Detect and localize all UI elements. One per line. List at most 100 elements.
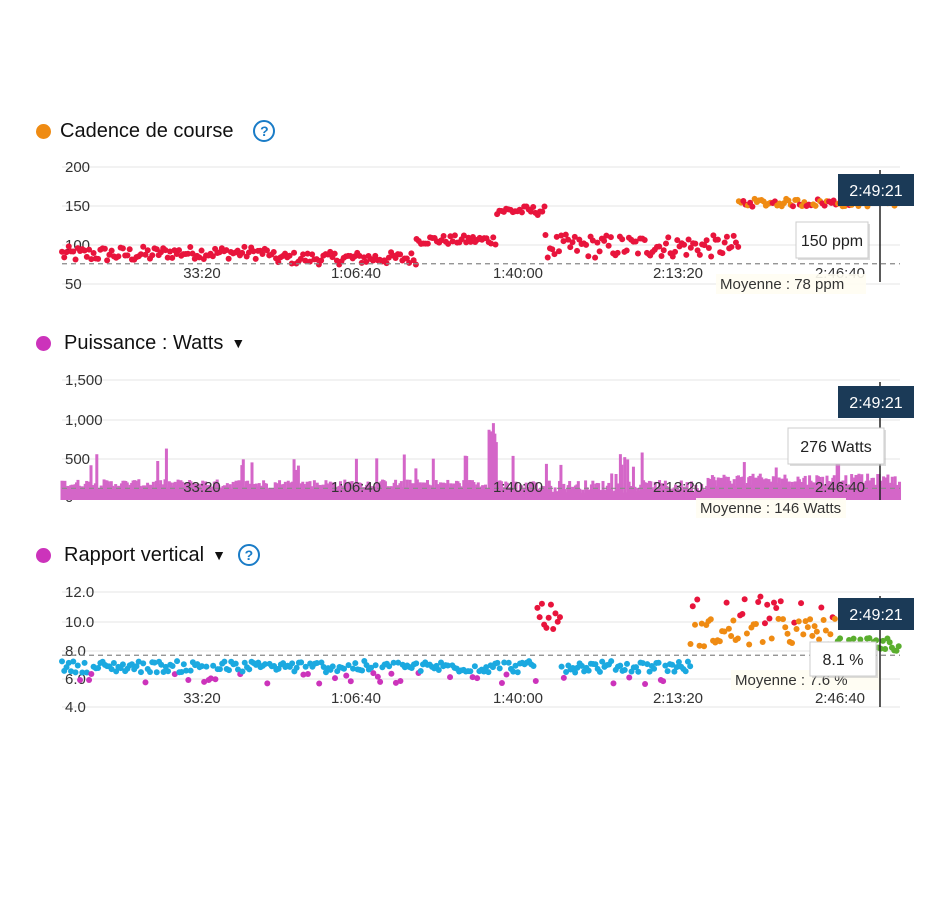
data-point: [558, 663, 565, 670]
data-point: [562, 231, 569, 238]
cursor-value-box: [787, 427, 885, 465]
data-point: [665, 234, 672, 241]
data-point: [780, 616, 787, 623]
data-point: [663, 240, 670, 247]
data-point: [802, 618, 809, 625]
data-point: [250, 248, 257, 255]
data-point: [687, 244, 694, 251]
vertical-ratio-legend-dot: [36, 547, 51, 563]
data-point: [74, 662, 81, 669]
data-point: [694, 247, 701, 254]
data-point: [201, 678, 208, 685]
data-point: [412, 261, 419, 268]
data-point: [698, 620, 705, 627]
data-point: [119, 661, 126, 668]
data-point: [196, 254, 203, 261]
data-point: [302, 257, 309, 264]
data-point: [730, 232, 737, 239]
data-point: [553, 233, 560, 240]
data-point: [372, 662, 379, 669]
vertical-ratio-title: Rapport vertical: [64, 543, 205, 566]
question-circle-icon[interactable]: ?: [237, 544, 260, 566]
data-point: [115, 253, 122, 260]
data-point: [512, 662, 519, 669]
data-point: [178, 669, 185, 676]
data-point: [137, 251, 144, 258]
data-point: [160, 669, 167, 676]
data-point: [140, 243, 147, 250]
data-point: [542, 232, 549, 239]
cursor-time-box: [838, 386, 914, 418]
vertical-ratio-header: Rapport vertical ▼ ?: [36, 543, 260, 567]
data-point: [142, 251, 149, 258]
data-point: [95, 664, 102, 671]
data-point: [585, 253, 592, 260]
data-point: [571, 233, 578, 240]
data-point: [893, 647, 900, 654]
data-point: [374, 673, 381, 680]
data-point: [68, 668, 75, 675]
data-point: [642, 680, 649, 687]
x-tick-label: 2:13:20: [653, 479, 703, 496]
data-point: [108, 247, 115, 254]
data-point: [662, 662, 669, 669]
cursor-time-label: 2:49:21: [849, 395, 902, 412]
data-point: [63, 249, 70, 256]
data-point: [153, 669, 160, 676]
data-point: [673, 664, 680, 671]
data-point: [316, 680, 323, 687]
data-point: [255, 659, 262, 666]
data-point: [672, 248, 679, 255]
chevron-down-icon[interactable]: ▼: [231, 335, 246, 351]
data-point: [721, 628, 728, 635]
y-tick-label: 1,000: [65, 412, 103, 429]
data-point: [467, 668, 474, 675]
data-point: [483, 664, 490, 671]
cursor-time-label: 2:49:21: [849, 607, 902, 624]
data-point: [850, 635, 857, 642]
data-point: [766, 615, 773, 622]
data-point: [607, 234, 614, 241]
average-label: Moyenne : 78 ppm: [720, 276, 844, 293]
data-point: [777, 598, 784, 605]
data-point: [807, 616, 814, 623]
data-point: [818, 604, 825, 611]
data-point: [397, 677, 404, 684]
data-point: [225, 255, 232, 262]
data-point: [669, 253, 676, 260]
data-point: [563, 668, 570, 675]
data-point: [306, 258, 313, 265]
data-point: [632, 238, 639, 245]
data-point: [583, 241, 590, 248]
data-point: [361, 254, 368, 261]
data-point: [572, 669, 579, 676]
data-point: [286, 252, 293, 259]
data-point: [263, 247, 270, 254]
data-point: [329, 663, 336, 670]
data-point: [210, 662, 217, 669]
y-tick-label: 12.0: [65, 584, 94, 601]
data-point: [539, 208, 546, 215]
question-circle-icon[interactable]: ?: [253, 120, 276, 142]
data-point: [527, 208, 534, 215]
x-tick-label: 1:06:40: [331, 479, 381, 496]
data-point: [532, 678, 539, 685]
data-point: [72, 256, 79, 263]
data-point: [530, 662, 537, 669]
cursor-time-box: [838, 174, 914, 206]
x-tick-label: 33:20: [183, 265, 221, 282]
data-point: [198, 663, 205, 670]
data-point: [644, 661, 651, 668]
chevron-down-icon[interactable]: ▼: [212, 547, 226, 563]
data-point: [350, 665, 357, 672]
data-point: [578, 662, 585, 669]
data-point: [603, 232, 610, 239]
data-point: [682, 668, 689, 675]
data-point: [543, 624, 550, 631]
data-point: [313, 256, 320, 263]
data-point: [574, 247, 581, 254]
data-point: [77, 677, 84, 684]
data-point: [592, 254, 599, 261]
x-tick-label: 1:40:00: [493, 479, 543, 496]
